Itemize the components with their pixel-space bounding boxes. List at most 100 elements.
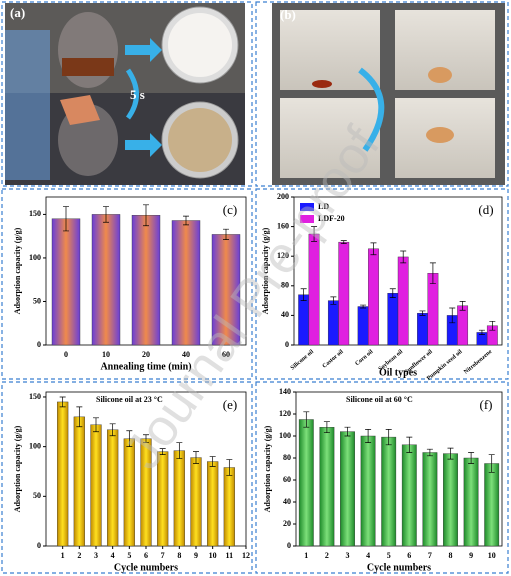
y-tick-label: 150 <box>29 209 41 218</box>
x-tick-label: 11 <box>226 551 234 560</box>
x-axis-label: Oil types <box>379 367 417 378</box>
error-bar <box>426 448 433 457</box>
oil-drop <box>312 80 332 88</box>
x-tick-label: 12 <box>242 551 250 560</box>
y-tick-label: 60 <box>283 475 291 484</box>
y-tick-label: 20 <box>283 519 291 528</box>
x-tick-label: Nitrobenzene <box>463 349 493 376</box>
bar <box>171 220 201 346</box>
y-tick-label: 0 <box>285 340 289 349</box>
error-bar <box>400 250 407 264</box>
error-bar <box>159 448 166 455</box>
bar <box>190 457 202 547</box>
x-tick-label: 9 <box>469 551 473 560</box>
x-tick-label: 60 <box>222 350 230 359</box>
bar <box>463 457 479 547</box>
sample <box>168 13 232 77</box>
y-tick-label: 40 <box>283 497 291 506</box>
chart-title: Silicone oil at 60 °C <box>346 395 413 404</box>
error-bar <box>59 396 66 408</box>
error-bar <box>109 423 116 437</box>
bar <box>73 416 85 547</box>
x-tick-label: 2 <box>77 551 81 560</box>
error-bar <box>226 459 233 476</box>
bar <box>338 241 350 346</box>
x-tick-label: 40 <box>182 350 190 359</box>
x-tick-label: 5 <box>387 551 391 560</box>
bar <box>422 452 438 547</box>
error-bar <box>63 206 69 232</box>
error-bar <box>429 262 436 284</box>
error-bar <box>311 226 318 242</box>
error-bar <box>103 206 109 223</box>
y-axis-label: Adsorption capacity (g/g) <box>263 425 272 512</box>
error-bar <box>340 240 347 244</box>
x-tick-label: 8 <box>177 551 181 560</box>
bar <box>443 453 458 547</box>
sponge <box>426 127 454 143</box>
error-bar <box>183 215 189 226</box>
error-bar <box>303 411 310 428</box>
photo-a: (a) 5 s <box>5 3 245 185</box>
plot-frame <box>295 391 503 547</box>
oil <box>62 58 114 76</box>
y-tick-label: 50 <box>33 491 41 500</box>
x-tick-label: 10 <box>102 350 110 359</box>
x-tick-label: 8 <box>449 551 453 560</box>
y-tick-label: 0 <box>37 340 41 349</box>
legend-swatch <box>300 203 314 211</box>
error-bar <box>478 329 485 335</box>
bar <box>51 218 81 346</box>
y-tick-label: 80 <box>283 453 291 462</box>
panel-label: (f) <box>480 397 493 412</box>
y-tick-label: 120 <box>279 409 291 418</box>
x-tick-label: 6 <box>144 551 148 560</box>
error-bar <box>323 421 330 434</box>
x-axis-label: Annealing time (min) <box>100 361 191 372</box>
error-bar <box>143 204 149 227</box>
bar <box>357 306 369 346</box>
legend-label: LD <box>318 202 329 211</box>
error-bar <box>488 454 495 473</box>
x-tick-label: 7 <box>428 551 432 560</box>
y-tick-label: 150 <box>29 392 41 401</box>
x-tick-label: 1 <box>61 551 65 560</box>
bar <box>223 467 235 547</box>
error-bar <box>344 426 351 437</box>
y-tick-label: 40 <box>281 310 289 319</box>
y-tick-label: 120 <box>277 251 289 260</box>
error-bar <box>406 436 413 453</box>
arrow <box>125 38 162 62</box>
bar <box>211 234 241 346</box>
arrow <box>125 133 162 157</box>
bar <box>417 312 428 346</box>
y-tick-label: 100 <box>279 431 291 440</box>
bar <box>90 424 102 547</box>
error-bar <box>126 430 133 447</box>
y-tick-label: 50 <box>33 296 41 305</box>
x-tick-label: 20 <box>142 350 150 359</box>
y-axis-label: Adsorption capacity (g/g) <box>261 227 270 314</box>
sample-oiled <box>168 108 232 172</box>
error-bar <box>360 304 367 309</box>
x-tick-label: 6 <box>407 551 411 560</box>
error-bar <box>370 242 377 256</box>
y-axis-label: Adsorption capacity (g/g) <box>13 227 22 314</box>
border <box>255 381 509 574</box>
error-bar <box>459 300 466 311</box>
error-bar <box>468 452 475 464</box>
arrow <box>125 68 139 120</box>
photo-b: (b) <box>272 3 505 185</box>
error-bar <box>389 288 396 298</box>
bar <box>207 461 219 547</box>
sponge <box>428 67 452 83</box>
bar <box>484 463 500 547</box>
y-tick-label: 200 <box>277 192 289 201</box>
bar <box>427 273 439 346</box>
border <box>1 381 253 574</box>
error-bar <box>385 429 392 446</box>
bar <box>457 305 469 346</box>
error-bar <box>449 307 456 324</box>
y-tick-label: 0 <box>37 541 41 550</box>
error-bar <box>419 310 426 316</box>
